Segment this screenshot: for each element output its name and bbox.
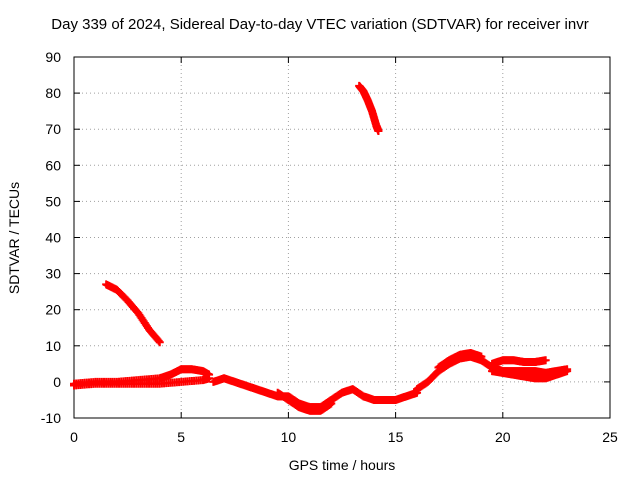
x-tick-label: 0: [70, 429, 78, 445]
y-tick-label: 70: [45, 121, 61, 137]
x-tick-label: 15: [388, 429, 404, 445]
x-tick-label: 25: [602, 429, 618, 445]
x-tick-label: 20: [495, 429, 511, 445]
y-tick-label: 0: [53, 374, 61, 390]
x-axis-label: GPS time / hours: [288, 457, 396, 473]
data-point: [154, 336, 163, 345]
y-tick-label: 50: [45, 193, 61, 209]
data-point: [563, 367, 572, 376]
y-tick-label: 30: [45, 266, 61, 282]
y-tick-label: 40: [45, 230, 61, 246]
y-tick-label: -10: [41, 410, 61, 426]
data-point: [374, 127, 383, 136]
y-axis-label: SDTVAR / TECUs: [6, 181, 22, 295]
chart-title: Day 339 of 2024, Sidereal Day-to-day VTE…: [51, 16, 589, 33]
x-tick-label: 5: [177, 429, 185, 445]
data-point: [205, 374, 214, 383]
data-point: [155, 338, 164, 347]
y-tick-label: 20: [45, 302, 61, 318]
y-tick-label: 10: [45, 338, 61, 354]
data-point: [477, 352, 486, 361]
x-tick-label: 10: [281, 429, 297, 445]
y-tick-label: 90: [45, 49, 61, 65]
y-tick-label: 60: [45, 157, 61, 173]
data-point: [327, 399, 336, 408]
data-point: [541, 356, 550, 365]
y-tick-label: 80: [45, 85, 61, 101]
